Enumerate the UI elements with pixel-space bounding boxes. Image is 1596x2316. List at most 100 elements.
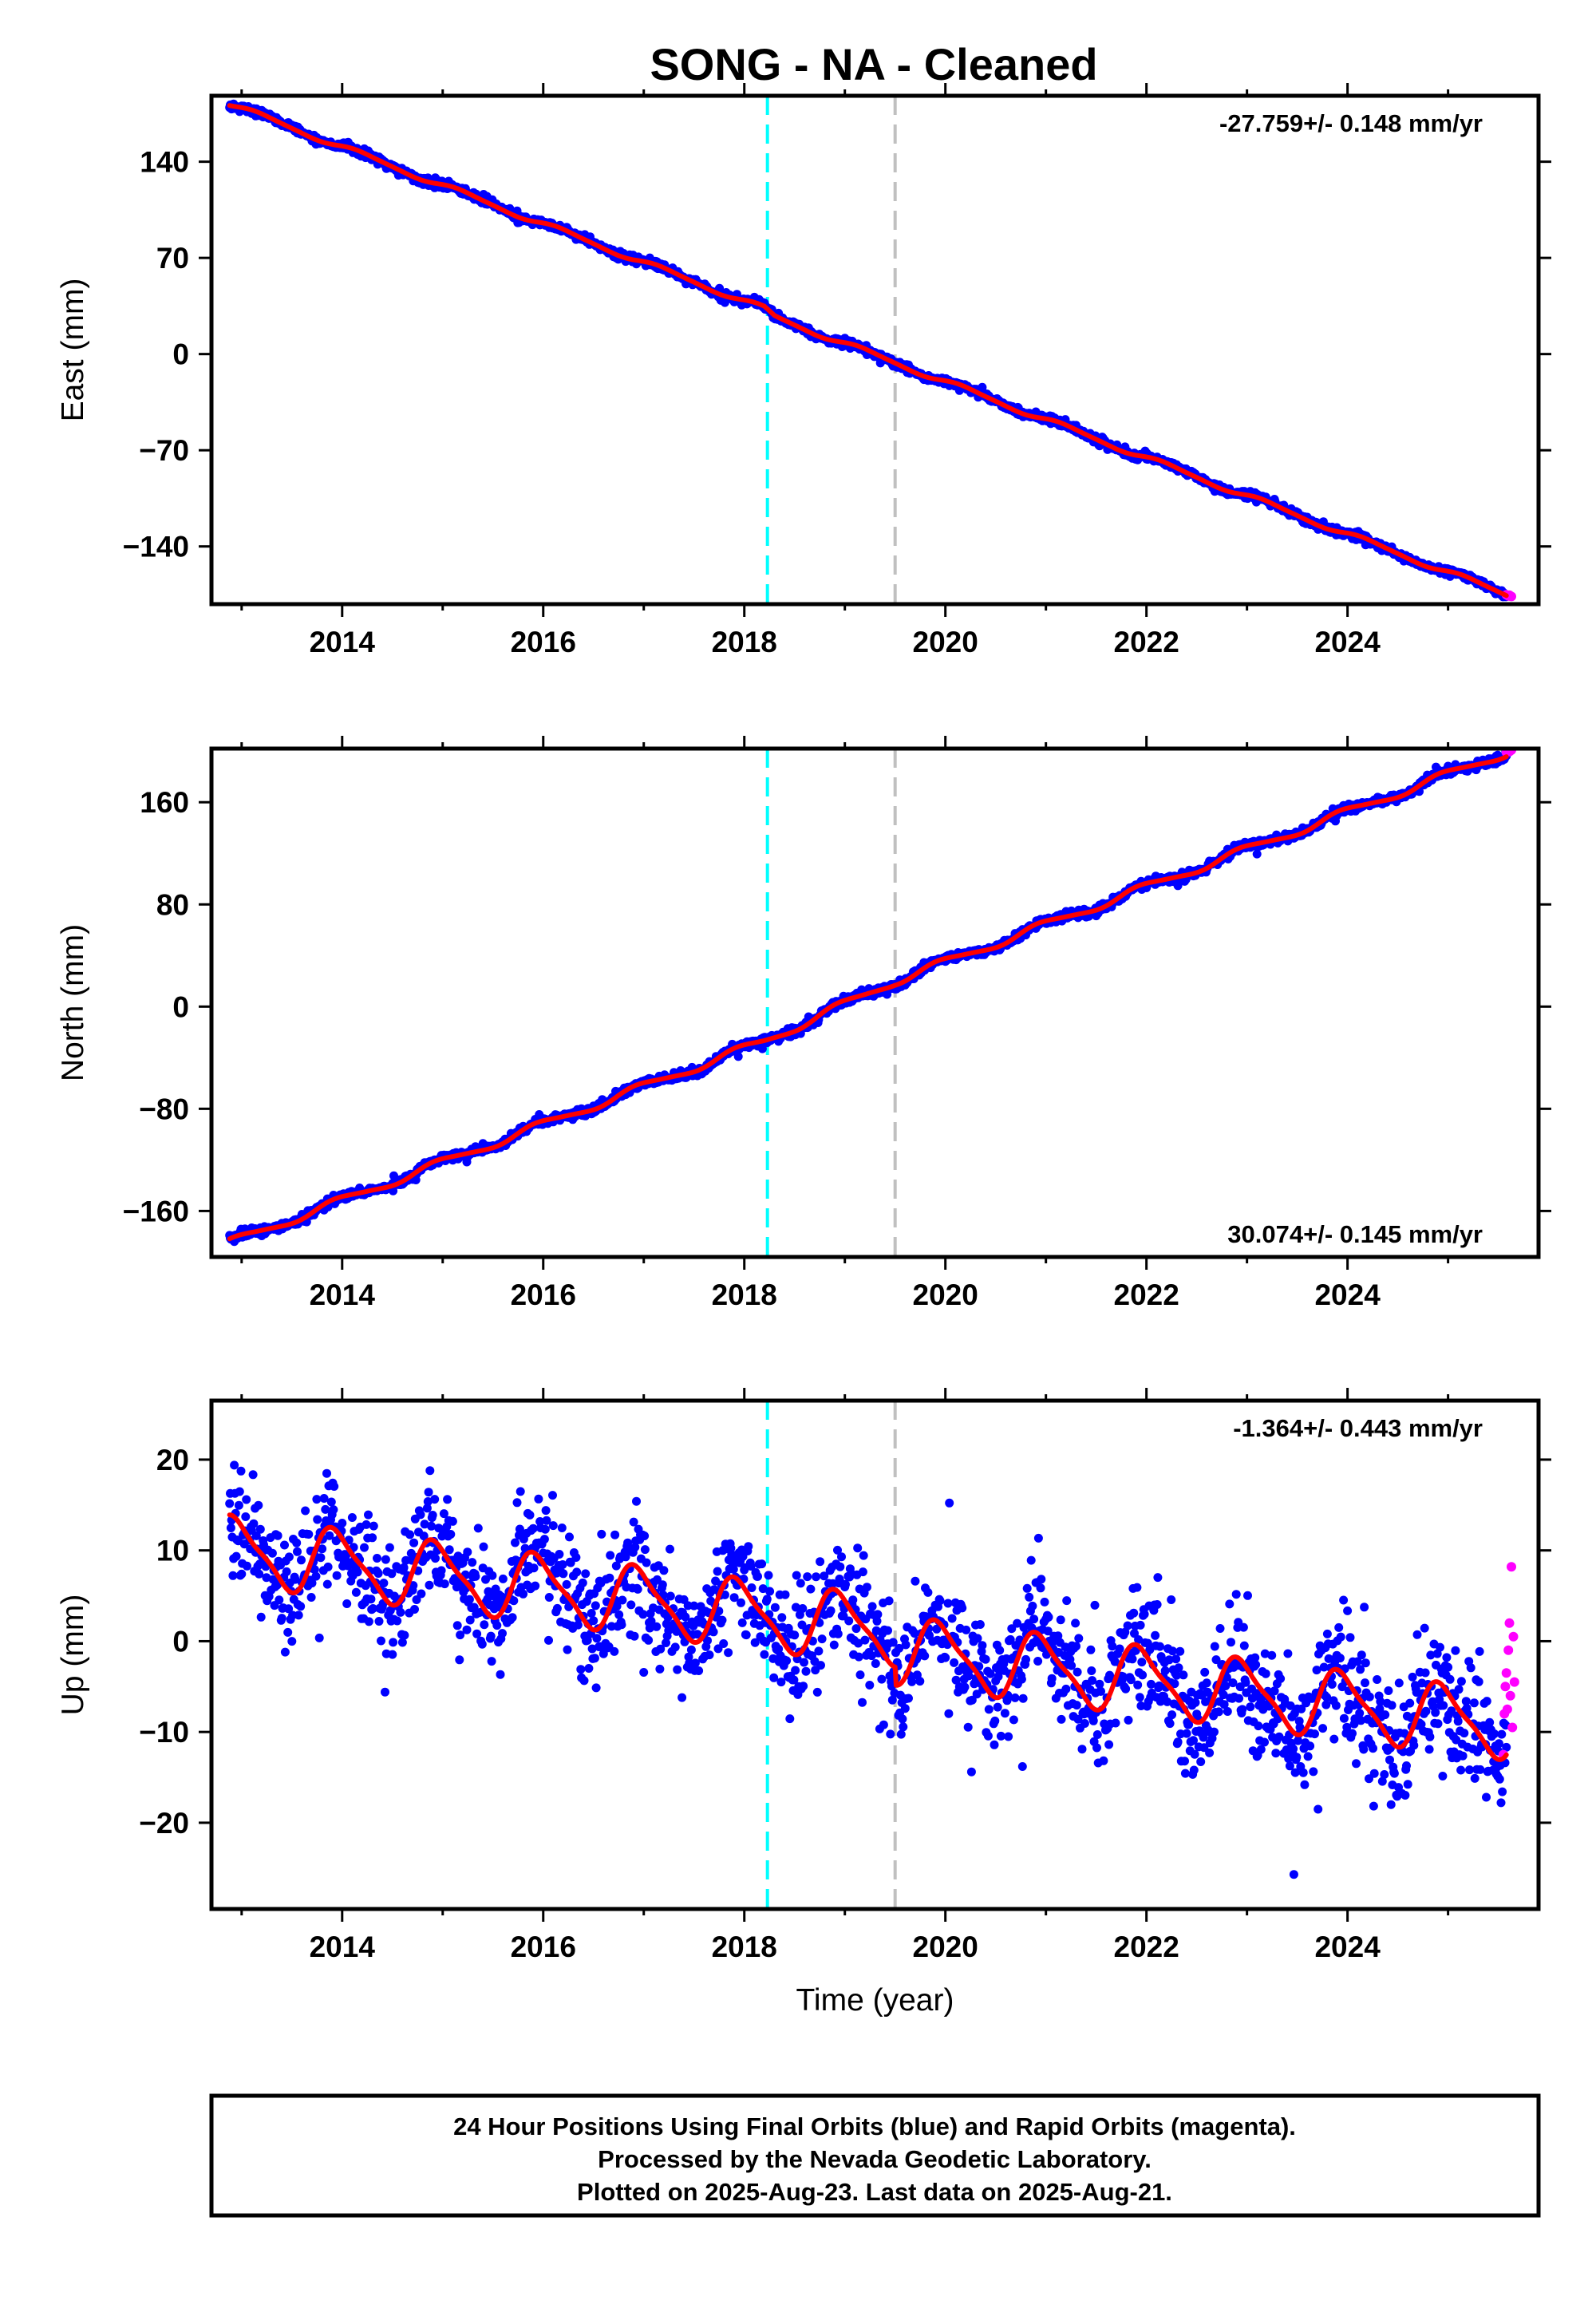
up-data-point: [1040, 1597, 1049, 1607]
up-data-point: [322, 1468, 331, 1478]
up-data-point: [673, 1665, 682, 1674]
up-data-point: [769, 1673, 779, 1682]
up-data-point: [443, 1495, 452, 1504]
up-data-point: [652, 1622, 662, 1631]
up-data-point: [859, 1551, 868, 1560]
up-data-point: [471, 1571, 480, 1581]
up-data-point: [944, 1709, 954, 1718]
up-data-point: [879, 1720, 888, 1729]
north-x-tick-label: 2014: [310, 1279, 376, 1311]
up-data-point: [448, 1516, 457, 1526]
up-data-point: [899, 1722, 908, 1732]
up-data-point: [860, 1635, 870, 1645]
up-data-point: [234, 1500, 243, 1510]
up-data-point: [1010, 1693, 1020, 1702]
up-data-point: [741, 1630, 751, 1640]
up-data-point: [364, 1617, 373, 1626]
up-data-point: [1021, 1654, 1030, 1664]
up-data-point: [374, 1617, 384, 1626]
up-data-point: [353, 1567, 362, 1577]
up-data-point: [729, 1564, 738, 1574]
up-data-point: [737, 1618, 747, 1627]
north-x-tick-label: 2020: [913, 1279, 978, 1311]
up-data-point: [941, 1653, 950, 1662]
east-x-tick-label: 2020: [913, 626, 978, 658]
up-data-point: [373, 1569, 383, 1578]
up-data-point: [1057, 1714, 1066, 1724]
up-data-point: [960, 1682, 970, 1692]
up-data-point: [898, 1714, 907, 1724]
up-data-point: [410, 1605, 419, 1614]
up-data-point: [488, 1571, 497, 1580]
up-data-point: [610, 1646, 619, 1656]
up-data-point: [437, 1566, 446, 1575]
up-data-point: [963, 1722, 973, 1732]
up-data-point: [529, 1563, 539, 1573]
up-data-point: [1033, 1533, 1043, 1543]
up-data-point: [836, 1562, 845, 1571]
up-data-point: [1028, 1601, 1037, 1611]
up-data-point: [589, 1616, 598, 1626]
up-data-point: [316, 1553, 326, 1563]
east-y-tick-label: 140: [140, 146, 189, 179]
up-data-point: [993, 1702, 1002, 1712]
up-data-point: [790, 1630, 800, 1640]
up-data-point: [1099, 1756, 1108, 1765]
up-data-point: [464, 1595, 474, 1604]
up-data-point: [670, 1642, 680, 1652]
up-data-point: [590, 1654, 599, 1663]
up-data-point: [1056, 1615, 1065, 1625]
up-data-point: [280, 1540, 289, 1550]
up-data-point: [854, 1652, 863, 1662]
up-data-point: [618, 1595, 627, 1605]
up-data-point: [713, 1567, 722, 1576]
up-data-point: [351, 1587, 361, 1597]
up-data-point: [373, 1554, 381, 1563]
up-data-point: [282, 1567, 291, 1576]
north-y-tick-label: −160: [123, 1195, 189, 1227]
up-data-point: [275, 1595, 284, 1605]
up-data-point: [855, 1670, 865, 1680]
up-data-point: [544, 1635, 553, 1645]
up-data-point: [541, 1506, 551, 1516]
up-data-point: [764, 1571, 773, 1580]
up-data-point: [539, 1535, 549, 1544]
up-data-point: [409, 1538, 419, 1547]
up-data-point: [280, 1647, 290, 1657]
up-data-point: [853, 1543, 863, 1553]
up-data-point: [777, 1613, 787, 1622]
up-data-point: [1074, 1634, 1084, 1643]
up-data-point: [848, 1595, 858, 1605]
up-data-point: [605, 1573, 614, 1583]
up-data-point: [416, 1510, 425, 1520]
up-data-point: [369, 1521, 378, 1531]
up-data-point: [978, 1641, 987, 1650]
up-data-point: [544, 1593, 554, 1602]
up-data-point: [562, 1579, 571, 1589]
up-data-point: [446, 1530, 456, 1539]
up-data-point: [314, 1633, 324, 1642]
up-data-point: [1004, 1732, 1013, 1741]
up-data-point: [780, 1590, 790, 1599]
up-data-point: [765, 1587, 775, 1596]
up-data-point: [1026, 1555, 1036, 1565]
up-data-point: [1017, 1762, 1027, 1771]
up-data-point: [1018, 1694, 1028, 1703]
up-data-point: [525, 1510, 535, 1520]
north-data-point: [1252, 849, 1262, 859]
up-data-point: [322, 1579, 332, 1589]
north-x-tick-label: 2022: [1114, 1279, 1179, 1311]
up-data-point: [686, 1645, 696, 1654]
up-data-point: [385, 1543, 394, 1552]
up-data-point: [591, 1601, 600, 1611]
up-data-point: [791, 1666, 800, 1675]
up-data-point: [592, 1634, 602, 1643]
up-data-point: [519, 1589, 528, 1599]
figure-title: SONG - NA - Cleaned: [650, 39, 1097, 89]
up-data-point: [1072, 1642, 1080, 1651]
up-data-point: [292, 1538, 302, 1547]
east-x-tick-label: 2014: [310, 626, 376, 658]
up-data-point: [293, 1547, 302, 1556]
up-data-point: [584, 1664, 594, 1673]
up-data-point: [806, 1584, 816, 1594]
